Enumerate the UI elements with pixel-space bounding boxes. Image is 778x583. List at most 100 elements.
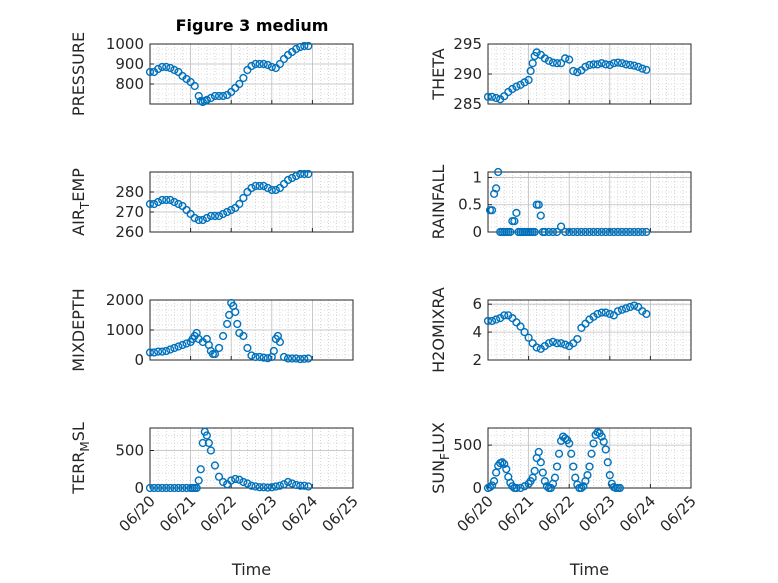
data-point xyxy=(567,449,576,458)
axes-box xyxy=(149,427,354,489)
data-point xyxy=(192,483,201,493)
y-tick-label: 6 xyxy=(472,295,482,313)
data-point xyxy=(528,59,537,68)
data-point xyxy=(162,346,171,356)
data-point xyxy=(544,227,554,237)
axes-box xyxy=(149,43,354,105)
data-point xyxy=(630,227,639,237)
data-point xyxy=(279,179,289,189)
data-point xyxy=(182,483,191,493)
data-point xyxy=(170,197,179,207)
data-point xyxy=(182,339,191,348)
data-point xyxy=(178,483,187,493)
data-point xyxy=(524,333,533,342)
y-axis-label-main: AIR xyxy=(69,209,88,236)
data-point xyxy=(247,481,256,490)
data-point xyxy=(634,227,643,237)
data-point xyxy=(288,479,297,488)
data-point xyxy=(271,185,280,195)
data-point xyxy=(231,83,240,93)
data-point xyxy=(218,209,228,219)
data-point xyxy=(500,459,509,469)
data-point xyxy=(530,227,539,237)
y-axis-label-subscript: T xyxy=(78,201,92,210)
data-point xyxy=(585,60,594,70)
data-point xyxy=(613,227,623,237)
data-point xyxy=(304,482,313,491)
data-point xyxy=(565,55,574,64)
data-point xyxy=(145,483,155,493)
series-points xyxy=(483,301,651,353)
data-point xyxy=(634,62,643,71)
data-point xyxy=(569,66,578,76)
data-point xyxy=(267,185,276,195)
data-point xyxy=(218,91,228,101)
data-point xyxy=(259,353,268,362)
data-point xyxy=(223,319,232,329)
y-tick-label: 500 xyxy=(115,442,144,460)
data-point xyxy=(548,337,558,346)
data-point xyxy=(214,91,224,101)
data-point xyxy=(561,340,570,349)
y-tick-label: 2 xyxy=(472,351,482,369)
data-point xyxy=(502,465,511,474)
data-point xyxy=(275,481,285,490)
data-point xyxy=(239,193,248,203)
data-point xyxy=(296,481,305,490)
y-tick-label: 0 xyxy=(134,351,144,369)
data-point xyxy=(625,227,635,237)
data-point xyxy=(154,64,163,74)
x-tick-label: 06/25 xyxy=(319,492,362,535)
data-point xyxy=(512,483,521,493)
data-point xyxy=(204,438,213,448)
y-tick-label: 295 xyxy=(453,35,482,53)
data-point xyxy=(255,483,264,492)
data-point xyxy=(540,54,549,63)
data-point xyxy=(544,56,554,65)
data-point xyxy=(292,44,301,54)
y-axis-label: SUNFLUX xyxy=(429,422,452,494)
data-point xyxy=(149,483,159,493)
y-tick-label: 260 xyxy=(115,223,144,241)
data-point xyxy=(561,227,570,237)
data-point xyxy=(263,60,272,70)
data-point xyxy=(196,465,205,474)
data-point xyxy=(154,347,163,356)
data-point xyxy=(283,354,293,363)
data-point xyxy=(202,213,211,223)
data-point xyxy=(530,466,539,475)
y-axis-label-main: TERR xyxy=(69,452,88,495)
data-point xyxy=(597,227,606,237)
series-points xyxy=(145,427,313,493)
y-axis-label: MIXDEPTH xyxy=(69,288,88,371)
data-point xyxy=(279,352,289,362)
data-point xyxy=(603,458,612,467)
data-point xyxy=(178,340,187,350)
y-axis-label: AIRTEMP xyxy=(69,168,92,236)
data-point xyxy=(536,458,545,467)
axes-box xyxy=(149,299,354,361)
data-point xyxy=(585,227,594,237)
data-point xyxy=(210,461,220,470)
y-axis-label: THETA xyxy=(429,48,448,100)
data-point xyxy=(546,483,556,493)
data-point xyxy=(218,477,228,487)
data-point xyxy=(170,65,179,75)
y-axis-label: H2OMIXRA xyxy=(429,287,448,373)
data-point xyxy=(158,195,167,205)
y-tick-label: 270 xyxy=(115,203,144,221)
data-point xyxy=(483,92,493,101)
x-tick-label: 06/23 xyxy=(575,492,618,535)
data-point xyxy=(247,183,256,193)
data-point xyxy=(263,354,272,363)
data-point xyxy=(561,54,570,63)
data-point xyxy=(247,351,256,360)
data-point xyxy=(613,58,623,67)
data-point xyxy=(243,343,252,353)
data-point xyxy=(593,309,602,319)
y-tick-label: 4 xyxy=(472,323,482,341)
data-point xyxy=(593,227,602,237)
data-point xyxy=(292,171,301,181)
data-point xyxy=(288,173,297,183)
data-point xyxy=(263,483,272,492)
